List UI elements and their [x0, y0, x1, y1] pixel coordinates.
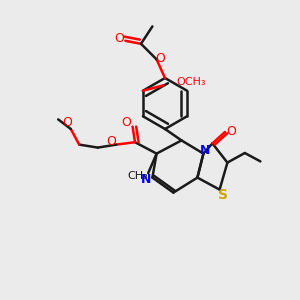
Text: O: O	[106, 135, 116, 148]
Text: O: O	[114, 32, 124, 45]
Text: N: N	[200, 143, 210, 157]
Text: O: O	[156, 52, 165, 65]
Text: O: O	[121, 116, 131, 129]
Text: O: O	[62, 116, 72, 129]
Text: S: S	[218, 188, 228, 202]
Text: CH₃: CH₃	[127, 171, 148, 181]
Text: O: O	[227, 125, 236, 138]
Text: OCH₃: OCH₃	[177, 77, 206, 87]
Text: N: N	[141, 172, 152, 186]
